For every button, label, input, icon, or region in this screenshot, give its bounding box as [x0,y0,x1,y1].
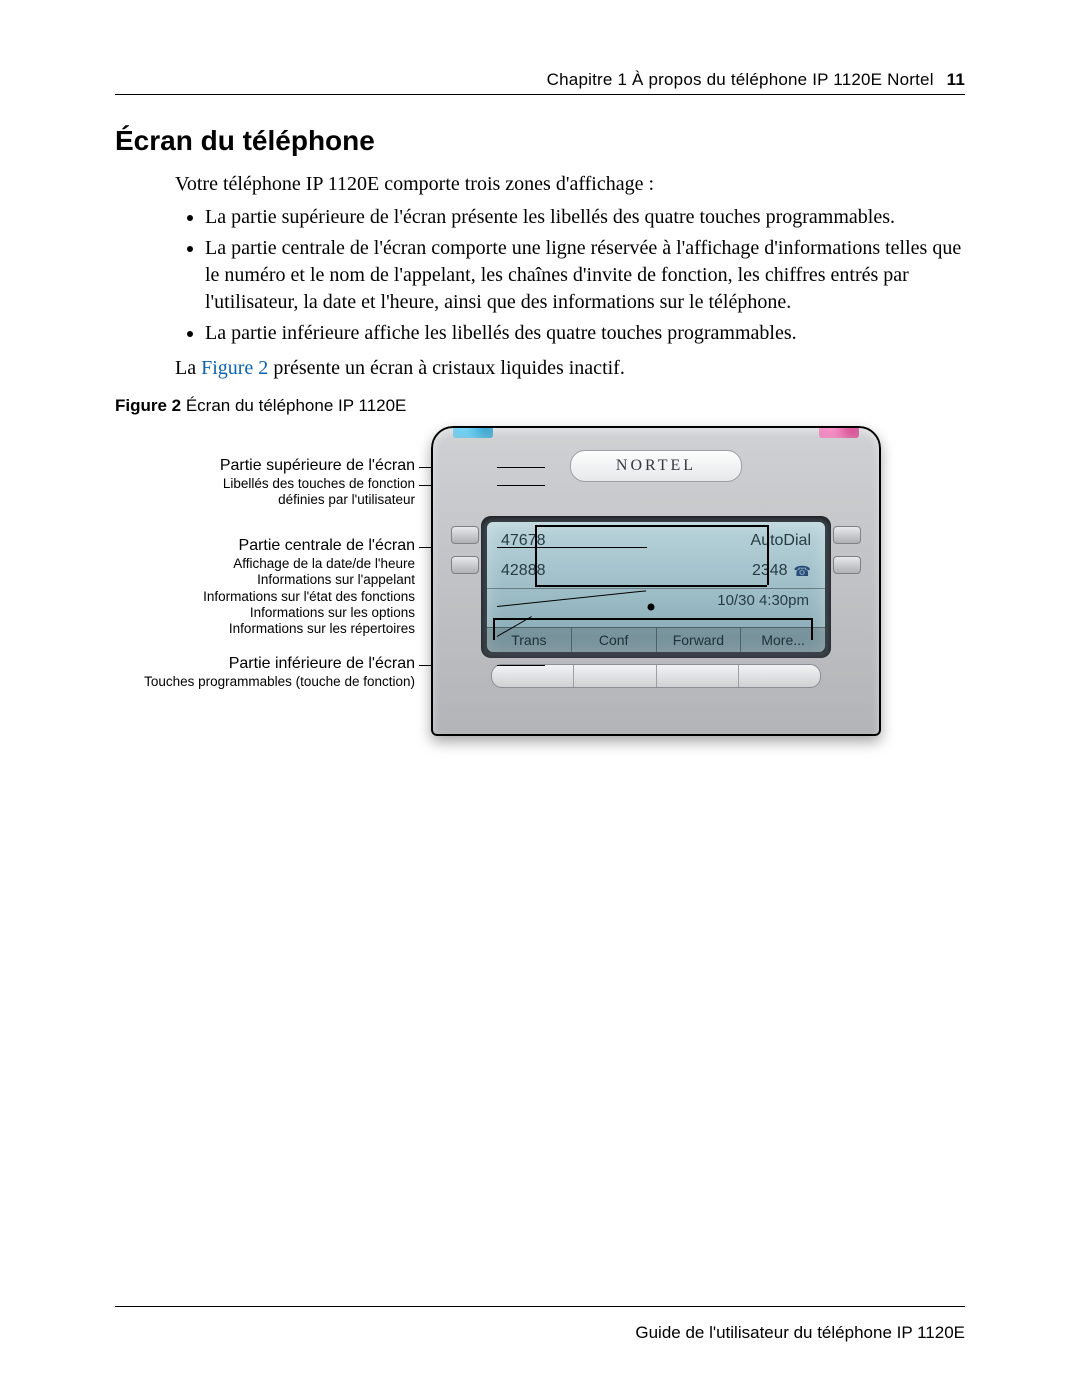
hard-softkeys [491,664,821,688]
label-sub: Affichage de la date/de l'heure [203,556,415,572]
text: présente un écran à cristaux liquides in… [268,357,625,379]
leader-line [497,547,647,548]
phone-illustration: NORTEL 47678 AutoDial 42888 2348 ☎ [431,426,881,736]
header-rule [115,94,965,95]
lcd-row: 42888 2348 ☎ [487,556,825,586]
leader-line [497,467,545,468]
label-heading: Partie inférieure de l'écran [144,654,415,673]
side-button [833,526,861,544]
label-sub: Touches programmables (touche de fonctio… [144,674,415,690]
figure-link[interactable]: Figure 2 [201,357,268,379]
softkey-label: Forward [657,628,742,652]
label-sub: définies par l'utilisateur [220,492,415,508]
annotation-line [535,525,767,527]
label-sub: Informations sur l'appelant [203,572,415,588]
section-title: Écran du téléphone [115,125,965,157]
annotation-line [811,618,813,640]
label-sub: Informations sur les répertoires [203,621,415,637]
lcd-screen: 47678 AutoDial 42888 2348 ☎ 10/30 4:30pm… [487,522,825,652]
label-top-section: Partie supérieure de l'écran Libellés de… [220,456,415,509]
figure-title: Écran du téléphone IP 1120E [181,396,406,415]
leader-line [497,485,545,486]
hard-softkey [492,665,574,687]
brand-plate: NORTEL [570,450,742,482]
page-number: 11 [947,70,965,89]
annotation-line [493,618,495,640]
page: Chapitre 1 À propos du téléphone IP 1120… [0,0,1080,1397]
lcd-value: 42888 [501,562,546,580]
annotation-dot [648,604,655,611]
label-heading: Partie supérieure de l'écran [220,456,415,475]
side-button [451,556,479,574]
list-item: La partie inférieure affiche les libellé… [205,320,965,347]
list-item: La partie supérieure de l'écran présente… [205,204,965,231]
lcd-softkey-bar: Trans Conf Forward More... [487,627,825,652]
phone-icon: ☎ [794,563,811,580]
brand-text: NORTEL [616,457,696,475]
bullet-list: La partie supérieure de l'écran présente… [175,204,965,347]
annotation-line [535,525,537,585]
label-sub: Libellés des touches de fonction [220,476,415,492]
annotation-line [767,525,769,585]
leader-line [497,665,545,666]
figure-caption: Figure 2 Écran du téléphone IP 1120E [115,396,965,416]
list-item: La partie centrale de l'écran comporte u… [205,235,965,316]
lcd-frame: 47678 AutoDial 42888 2348 ☎ 10/30 4:30pm… [481,516,831,658]
lcd-value: AutoDial [751,532,811,550]
led-blue [453,426,493,438]
intro-text: Votre téléphone IP 1120E comporte trois … [175,171,965,198]
annotation-line [535,585,767,587]
footer-text: Guide de l'utilisateur du téléphone IP 1… [635,1323,965,1343]
footer-rule [115,1306,965,1307]
figure: Partie supérieure de l'écran Libellés de… [135,426,885,776]
side-button [451,526,479,544]
label-sub: Informations sur les options [203,605,415,621]
lcd-divider [487,588,825,589]
label-mid-section: Partie centrale de l'écran Affichage de … [203,536,415,637]
annotation-line [493,618,811,620]
hard-softkey [574,665,656,687]
hard-softkey [739,665,820,687]
page-header: Chapitre 1 À propos du téléphone IP 1120… [115,70,965,90]
figure-reference-line: La Figure 2 présente un écran à cristaux… [175,355,965,382]
lcd-datetime: 10/30 4:30pm [717,592,809,609]
softkey-label: Conf [572,628,657,652]
softkey-label: Trans [487,628,572,652]
side-button [833,556,861,574]
chapter-title: Chapitre 1 À propos du téléphone IP 1120… [547,70,934,89]
led-pink [819,426,859,438]
text: La [175,357,201,379]
lcd-value-number: 2348 [752,562,788,580]
label-bottom-section: Partie inférieure de l'écran Touches pro… [144,654,415,690]
hard-softkey [657,665,739,687]
figure-number: Figure 2 [115,396,181,415]
label-sub: Informations sur l'état des fonctions [203,589,415,605]
label-heading: Partie centrale de l'écran [203,536,415,555]
lcd-value: 2348 ☎ [752,562,811,580]
lcd-row: 47678 AutoDial [487,526,825,556]
